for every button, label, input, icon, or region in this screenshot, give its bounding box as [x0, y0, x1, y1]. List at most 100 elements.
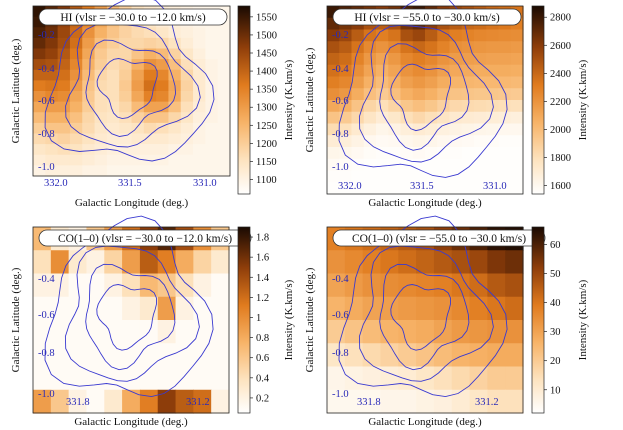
heatmap-cell [362, 389, 382, 414]
heatmap-cell [33, 48, 46, 60]
heatmap-cell [131, 91, 145, 103]
heatmap-cell [451, 273, 471, 298]
heatmap-cell [157, 273, 177, 298]
heatmap-cell [437, 123, 451, 136]
heatmap-cell [205, 133, 219, 145]
heatmap-cell [94, 37, 108, 50]
colorbar-tick-label: 1400 [256, 67, 277, 78]
heatmap-cell [510, 170, 524, 183]
chart-title: CO(1–0) (vlsr = −30.0 to −12.0 km/s) [58, 233, 232, 245]
heatmap-cell [380, 389, 399, 414]
y-tick-label: -1.0 [38, 162, 55, 173]
heatmap-cell [175, 320, 194, 344]
heatmap-cell [156, 101, 170, 113]
heatmap-cell [416, 273, 435, 298]
heatmap-cell [376, 41, 389, 54]
heatmap-cell [68, 343, 88, 368]
heatmap-cell [376, 53, 389, 66]
heatmap-cell [327, 343, 346, 368]
heatmap-cell [33, 343, 52, 368]
heatmap-cell [425, 41, 438, 54]
heatmap-cell [45, 144, 59, 156]
heatmap-cell [156, 165, 170, 177]
heatmap-cell [398, 343, 417, 368]
heatmap-cell [437, 135, 451, 148]
heatmap-cell [94, 27, 108, 39]
heatmap-cell [168, 112, 182, 124]
heatmap-cell [82, 80, 96, 92]
heatmap-cell [69, 37, 83, 50]
heatmap-cell [339, 170, 353, 183]
heatmap-cell [498, 76, 512, 89]
heatmap-cell [339, 147, 353, 160]
heatmap-cell [168, 69, 182, 81]
heatmap-cell [157, 250, 177, 275]
heatmap-cell [362, 366, 382, 391]
colorbar-tick-label: 0.8 [256, 333, 269, 344]
x-tick-label: 331.5 [410, 181, 434, 192]
heatmap-cell [400, 76, 414, 89]
heatmap-cell [33, 80, 46, 92]
heatmap-cell [376, 123, 389, 136]
heatmap-cell [82, 165, 96, 177]
heatmap-cell [119, 133, 133, 145]
heatmap-cell [131, 154, 145, 166]
panel-2: HI (vlsr = −55.0 to −30.0 km/s) 332.0 331.… [304, 0, 589, 209]
heatmap-cell [363, 88, 377, 101]
heatmap-cell [104, 366, 123, 391]
heatmap-cell [363, 135, 377, 148]
heatmap-cell [211, 366, 230, 391]
colorbar-tick-label: 10 [550, 385, 561, 396]
heatmap-cell [498, 170, 512, 183]
heatmap-cell [94, 133, 108, 145]
y-axis-label: Galactic Latitude (deg.) [10, 267, 22, 372]
heatmap-cell [180, 48, 194, 60]
heatmap-cell [449, 76, 463, 89]
heatmap-cell [217, 101, 231, 113]
heatmap-cell [437, 76, 451, 89]
heatmap-cell [474, 76, 487, 89]
heatmap-cell [469, 366, 488, 391]
heatmap-cell [45, 48, 59, 60]
heatmap-cell [437, 100, 451, 113]
heatmap-cell [143, 69, 157, 81]
y-tick-label: -1.0 [332, 162, 349, 173]
heatmap-cell [339, 53, 353, 66]
heatmap-cell [339, 88, 353, 101]
heatmap-cell [211, 296, 230, 321]
y-axis-label: Galactic Latitude (deg.) [304, 267, 316, 372]
heatmap-cell [45, 112, 59, 124]
chart-title: HI (vlsr = −55.0 to −30.0 km/s) [354, 12, 499, 24]
heatmap-cell [487, 273, 506, 298]
y-axis-label: Galactic Latitude (deg.) [10, 38, 22, 143]
heatmap-cell [94, 80, 108, 92]
heatmap-cell [106, 101, 120, 113]
heatmap-cell [122, 296, 141, 321]
heatmap-cell [57, 144, 71, 156]
heatmap-cell [510, 111, 524, 125]
heatmap-cell [106, 133, 120, 145]
heatmap-cell [193, 320, 212, 344]
heatmap-cell [143, 91, 157, 103]
heatmap-cell [94, 101, 108, 113]
heatmap-cell [139, 273, 159, 298]
heatmap-cell [143, 112, 157, 124]
heatmap-cell [33, 389, 52, 414]
y-tick-label: -0.2 [332, 30, 349, 41]
heatmap-cell [205, 69, 219, 81]
heatmap-cell [193, 27, 206, 39]
heatmap-cell [487, 296, 506, 321]
heatmap-cell [180, 112, 194, 124]
heatmap-cell [193, 122, 206, 135]
heatmap-cell [217, 27, 231, 39]
plot-frame [32, 226, 230, 414]
heatmap-cell [217, 133, 231, 145]
heatmap-cell [205, 37, 219, 50]
heatmap-cell [156, 69, 170, 81]
colorbar-label: Intensity (K.km/s) [577, 59, 589, 140]
heatmap-cell [400, 29, 414, 42]
colorbar-tick-label: 1500 [256, 30, 277, 41]
heatmap-cell [486, 76, 500, 89]
heatmap-cell [327, 29, 340, 42]
